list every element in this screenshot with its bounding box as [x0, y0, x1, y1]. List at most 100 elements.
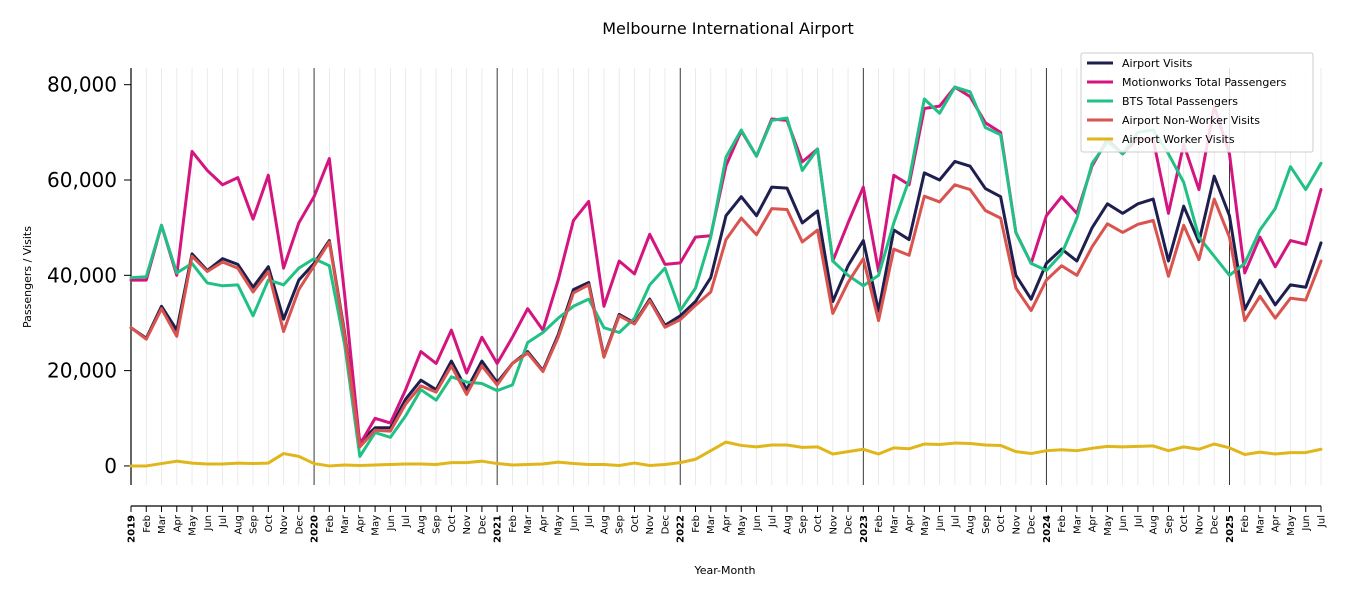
x-tick-label: May: [920, 515, 931, 536]
x-tick-label: 2021: [493, 515, 504, 543]
x-axis-label: Year-Month: [693, 564, 755, 577]
x-tick-label: Jun: [386, 515, 397, 532]
legend-box: [1080, 52, 1314, 153]
x-tick-label: Jul: [218, 515, 229, 528]
x-tick-label: Jun: [752, 515, 763, 532]
x-tick-label: Nov: [1194, 515, 1205, 535]
x-tick-label: Feb: [1240, 515, 1251, 533]
x-tick-label: Mar: [157, 514, 168, 534]
y-tick-label: 0: [104, 454, 117, 478]
x-tick-label: Jul: [767, 515, 778, 528]
x-tick-label: Nov: [279, 515, 290, 535]
x-tick-label: Oct: [813, 515, 824, 532]
x-tick-label: Apr: [1088, 514, 1099, 532]
y-tick-label: 40,000: [47, 263, 117, 287]
legend-label: Airport Visits: [1122, 57, 1193, 70]
x-tick-label: May: [1286, 515, 1297, 536]
x-tick-label: Feb: [691, 515, 702, 533]
x-tick-label: Feb: [1057, 515, 1068, 533]
x-tick-label: Nov: [645, 515, 656, 535]
x-tick-label: 2025: [1225, 515, 1236, 543]
legend: Airport Visits Motionworks Total Passenge…: [1080, 52, 1314, 153]
x-tick-label: Mar: [1072, 514, 1083, 534]
x-tick-label: Jun: [1118, 515, 1129, 532]
x-tick-label: Dec: [1027, 515, 1038, 534]
x-tick-label: Dec: [294, 515, 305, 534]
x-tick-label: Feb: [874, 515, 885, 533]
x-tick-label: Oct: [630, 515, 641, 532]
series-line: [129, 85, 1323, 458]
x-tick-label: May: [554, 515, 565, 536]
x-tick-label: Apr: [905, 514, 916, 532]
x-tick-label: Apr: [172, 514, 183, 532]
x-tick-label: Nov: [1011, 515, 1022, 535]
legend-label: Airport Worker Visits: [1122, 133, 1235, 146]
x-tick-label: Apr: [1271, 514, 1282, 532]
x-tick-label: Dec: [477, 515, 488, 534]
x-tick-label: Dec: [1210, 515, 1221, 534]
x-tick-label: Sep: [432, 515, 443, 534]
y-tick-label: 80,000: [47, 73, 117, 97]
x-tick-label: Oct: [447, 515, 458, 532]
x-tick-label: 2023: [859, 515, 870, 543]
legend-label: BTS Total Passengers: [1122, 95, 1238, 108]
x-tick-label: Mar: [1255, 514, 1266, 534]
x-tick-label: Apr: [355, 514, 366, 532]
x-tick-label: Aug: [1149, 515, 1160, 535]
x-tick-label: Jul: [1133, 515, 1144, 528]
x-tick-label: Feb: [508, 515, 519, 533]
x-tick-label: Aug: [783, 515, 794, 535]
grid: [130, 68, 1322, 485]
x-tick-label: Jun: [569, 515, 580, 532]
x-tick-label: Oct: [1179, 515, 1190, 532]
x-tick-label: Jul: [950, 515, 961, 528]
x-tick-label: 2020: [310, 515, 321, 543]
x-tick-label: Aug: [599, 515, 610, 535]
x-tick-label: Feb: [325, 515, 336, 533]
x-tick-label: Apr: [538, 514, 549, 532]
x-tick-label: 2022: [676, 515, 687, 543]
x-tick-label: Mar: [340, 514, 351, 534]
x-axis: 2019 Feb Mar Apr May Jun Jul Aug Sep Oct Nov Dec 202…: [127, 505, 1328, 543]
x-tick-label: Sep: [981, 515, 992, 534]
x-tick-label: Sep: [615, 515, 626, 534]
x-tick-label: Jun: [935, 515, 946, 532]
x-tick-label: Dec: [660, 515, 671, 534]
y-axis-label: Passengers / Visits: [21, 226, 34, 328]
y-axis: 0 20,000 40,000 60,000 80,000: [47, 68, 132, 485]
y-tick-label: 60,000: [47, 168, 117, 192]
x-tick-label: Mar: [523, 514, 534, 534]
y-tick-label: 20,000: [47, 359, 117, 383]
x-tick-label: Sep: [798, 515, 809, 534]
x-tick-label: May: [737, 515, 748, 536]
x-tick-label: Jul: [584, 515, 595, 528]
x-tick-label: Nov: [462, 515, 473, 535]
x-tick-label: Mar: [706, 514, 717, 534]
x-tick-label: Aug: [966, 515, 977, 535]
x-tick-label: Oct: [996, 515, 1007, 532]
x-tick-label: 2024: [1042, 515, 1053, 543]
x-tick-label: Jul: [1317, 515, 1328, 528]
x-tick-label: 2019: [127, 515, 138, 543]
x-tick-label: Mar: [889, 514, 900, 534]
x-tick-label: Jun: [203, 515, 214, 532]
x-tick-label: Oct: [264, 515, 275, 532]
legend-label: Motionworks Total Passengers: [1122, 76, 1287, 89]
x-tick-label: May: [188, 515, 199, 536]
x-tick-label: Sep: [249, 515, 260, 534]
x-tick-label: Apr: [722, 514, 733, 532]
x-tick-label: Nov: [828, 515, 839, 535]
x-tick-label: Sep: [1164, 515, 1175, 534]
chart-title: Melbourne International Airport: [602, 19, 854, 38]
series-line: [129, 440, 1323, 468]
x-tick-label: Feb: [142, 515, 153, 533]
x-tick-label: Jun: [1301, 515, 1312, 532]
x-tick-label: May: [371, 515, 382, 536]
series-line: [129, 183, 1323, 449]
legend-label: Airport Non-Worker Visits: [1122, 114, 1260, 127]
x-tick-label: Jul: [401, 515, 412, 528]
x-tick-label: Dec: [844, 515, 855, 534]
x-tick-label: Aug: [233, 515, 244, 535]
x-tick-label: May: [1103, 515, 1114, 536]
